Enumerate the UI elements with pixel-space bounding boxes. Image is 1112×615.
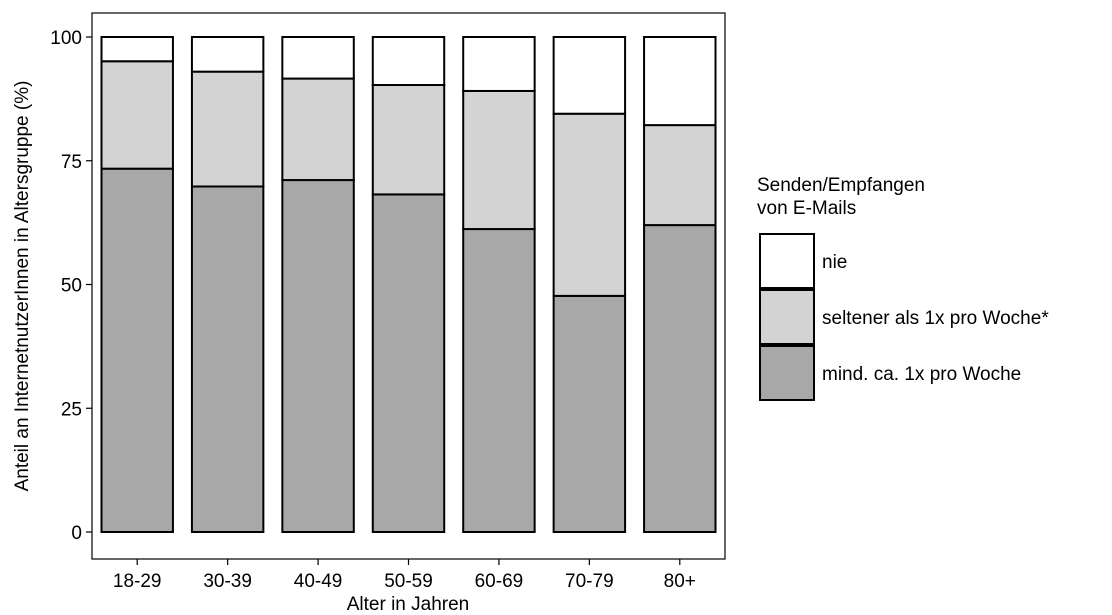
y-tick-label: 100 bbox=[50, 28, 82, 49]
y-axis-title: Anteil an InternetnutzerInnen in Altersg… bbox=[12, 81, 33, 492]
bar-40-49-series-1 bbox=[281, 77, 355, 182]
x-axis: 18-29 30-39 40-49 50-59 60-69 70-79 80+ bbox=[113, 559, 696, 592]
legend-label: nie bbox=[822, 252, 847, 273]
x-tick-label: 18-29 bbox=[113, 571, 162, 592]
bar-40-49-series-2 bbox=[281, 36, 355, 80]
bar-30-39-series-1 bbox=[190, 70, 265, 188]
bar-80+-series-1 bbox=[643, 124, 717, 227]
y-tick-label: 25 bbox=[61, 399, 82, 420]
bar-60-69-series-1 bbox=[462, 89, 536, 231]
bar-60-69-series-2 bbox=[462, 36, 536, 92]
x-tick-label: 50-59 bbox=[384, 571, 433, 592]
bar-50-59-series-0 bbox=[371, 193, 446, 533]
legend-title: von E-Mails bbox=[757, 198, 856, 219]
bar-18-29-series-1 bbox=[100, 60, 174, 170]
legend-key bbox=[759, 233, 815, 289]
bar-80+-series-2 bbox=[643, 36, 717, 127]
legend-title: Senden/Empfangen bbox=[757, 175, 925, 196]
bar-70-79-series-2 bbox=[552, 36, 627, 115]
bar-18-29-series-2 bbox=[100, 36, 174, 63]
bar-50-59-series-1 bbox=[371, 84, 446, 196]
bar-18-29-series-0 bbox=[100, 167, 174, 533]
legend-key bbox=[759, 345, 815, 401]
x-tick-label: 80+ bbox=[664, 571, 696, 592]
legend-key bbox=[759, 289, 815, 345]
bar-40-49-series-0 bbox=[281, 179, 355, 533]
bar-50-59-series-2 bbox=[371, 36, 446, 87]
legend-label: mind. ca. 1x pro Woche bbox=[822, 364, 1021, 385]
bar-60-69-series-0 bbox=[462, 228, 536, 533]
bars-group bbox=[100, 36, 717, 534]
x-tick-label: 70-79 bbox=[565, 571, 614, 592]
y-tick-label: 75 bbox=[61, 152, 82, 173]
y-tick-label: 50 bbox=[61, 276, 82, 297]
bar-70-79-series-0 bbox=[552, 294, 627, 534]
bar-70-79-series-1 bbox=[552, 112, 627, 297]
bar-80+-series-0 bbox=[643, 224, 717, 533]
bar-30-39-series-2 bbox=[190, 36, 265, 73]
bar-30-39-series-0 bbox=[190, 185, 265, 534]
x-tick-label: 30-39 bbox=[203, 571, 252, 592]
legend-label: seltener als 1x pro Woche* bbox=[822, 308, 1049, 329]
x-axis-title: Alter in Jahren bbox=[347, 594, 470, 615]
y-tick-label: 0 bbox=[71, 523, 82, 544]
y-axis: 0 25 50 75 100 bbox=[50, 28, 92, 544]
x-tick-label: 40-49 bbox=[294, 571, 343, 592]
x-tick-label: 60-69 bbox=[475, 571, 524, 592]
